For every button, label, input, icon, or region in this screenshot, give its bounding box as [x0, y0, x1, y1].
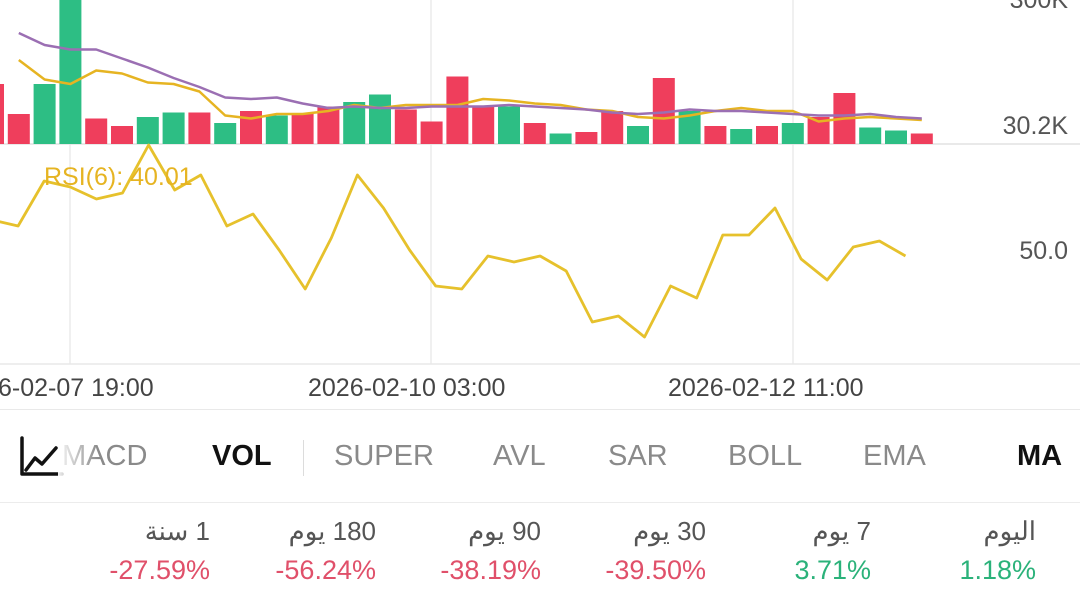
performance-item: 30 يوم -39.50%	[536, 510, 706, 588]
performance-item: 1 سنة -27.59%	[40, 510, 210, 588]
volume-ma-short-line	[18, 59, 922, 123]
volume-bar	[575, 132, 598, 144]
time-label-2: 2026-02-10 03:00	[308, 374, 506, 402]
volume-bar	[369, 94, 391, 144]
rsi-indicator-label: RSI(6): 40.01	[44, 163, 193, 191]
volume-bar	[291, 114, 314, 144]
indicator-tab-bar: MACD VOL SUPER AVL SAR BOLL EMA MA	[0, 409, 1080, 503]
tab-separator	[303, 440, 304, 476]
tab-avl[interactable]: AVL	[493, 440, 546, 472]
tab-boll[interactable]: BOLL	[728, 440, 803, 472]
volume-bar	[446, 76, 469, 144]
performance-period-label: 1 سنة	[144, 516, 210, 546]
chart-canvas[interactable]	[0, 0, 1080, 410]
volume-bar	[885, 130, 907, 144]
volume-bar	[652, 78, 675, 144]
volume-bar	[859, 127, 882, 144]
volume-bar	[601, 111, 624, 144]
volume-bar	[781, 123, 804, 144]
tab-vol[interactable]: VOL	[212, 440, 272, 472]
performance-period-label: 180 يوم	[288, 516, 376, 546]
volume-bar	[756, 126, 778, 144]
volume-bar	[910, 133, 933, 144]
volume-bar	[59, 0, 82, 144]
volume-bar	[420, 121, 443, 144]
volume-bar	[188, 112, 211, 144]
volume-bar	[627, 126, 649, 144]
volume-bar	[704, 126, 727, 144]
performance-period-label: 7 يوم	[812, 516, 871, 546]
performance-period-label: اليوم	[983, 516, 1036, 546]
volume-bar	[111, 126, 133, 144]
tab-ma[interactable]: MA	[1017, 440, 1063, 472]
volume-bar	[343, 102, 366, 144]
performance-change-value: -27.59%	[109, 555, 210, 585]
volume-bar	[136, 117, 159, 144]
volume-bar	[33, 84, 56, 144]
time-label-1: 6-02-07 19:00	[0, 374, 154, 402]
volume-bar	[7, 114, 30, 144]
chart-line-icon[interactable]	[18, 436, 64, 478]
performance-change-value: 1.18%	[959, 555, 1036, 585]
volume-bar	[394, 109, 417, 144]
volume-bar	[240, 111, 262, 144]
performance-change-value: -38.19%	[440, 555, 541, 585]
volume-axis-bottom-label: 30.2K	[1002, 112, 1068, 140]
volume-bar	[162, 112, 185, 144]
volume-bar	[807, 117, 830, 144]
volume-axis-top-label: 300K	[1009, 0, 1068, 14]
performance-row: اليوم 1.18% 7 يوم 3.71% 30 يوم -39.50% 90 يوم -…	[0, 510, 1080, 599]
volume-bar	[498, 106, 520, 144]
performance-change-value: -39.50%	[605, 555, 706, 585]
volume-bar	[523, 123, 546, 144]
volume-bar	[0, 84, 4, 144]
time-label-3: 2026-02-12 11:00	[668, 374, 864, 402]
performance-item: 7 يوم 3.71%	[701, 510, 871, 588]
performance-change-value: 3.71%	[794, 555, 871, 585]
volume-bar	[214, 123, 237, 144]
tab-super[interactable]: SUPER	[334, 440, 434, 472]
performance-item: 180 يوم -56.24%	[206, 510, 376, 588]
volume-bar	[678, 111, 701, 144]
volume-bar	[85, 118, 108, 144]
volume-ma-long-line	[18, 31, 922, 120]
performance-item: اليوم 1.18%	[866, 510, 1036, 588]
performance-period-label: 90 يوم	[468, 516, 541, 546]
volume-bar	[317, 106, 340, 144]
volume-bar	[265, 115, 288, 144]
volume-bar	[472, 106, 495, 144]
rsi-axis-mid-label: 50.0	[1019, 237, 1068, 265]
performance-period-label: 30 يوم	[633, 516, 706, 546]
tab-ema[interactable]: EMA	[863, 440, 926, 472]
tab-sar[interactable]: SAR	[608, 440, 668, 472]
performance-item: 90 يوم -38.19%	[371, 510, 541, 588]
price-chart[interactable]: 300K 30.2K RSI(6): 40.01 50.0 6-02-07 19…	[0, 0, 1080, 410]
tab-fade-overlay	[58, 420, 98, 490]
volume-bar	[549, 133, 572, 144]
volume-bar	[730, 129, 753, 144]
performance-change-value: -56.24%	[275, 555, 376, 585]
rsi-line	[0, 143, 907, 339]
